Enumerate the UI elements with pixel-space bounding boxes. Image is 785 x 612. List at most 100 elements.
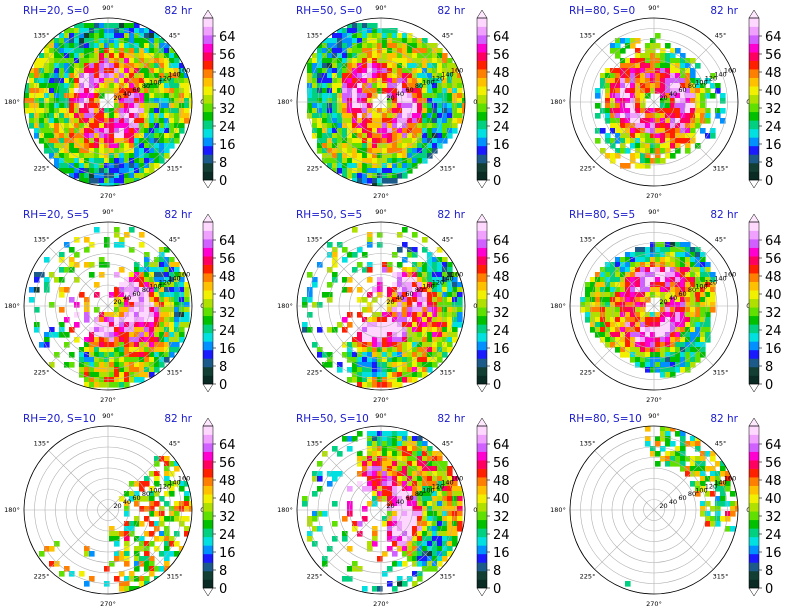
radial-tick-label: 20 <box>113 298 121 306</box>
colorbar-tick-label: 8 <box>493 360 501 375</box>
colorbar-segment <box>203 426 213 435</box>
polar-grid <box>23 17 193 187</box>
radial-tick-label: 100 <box>422 486 434 494</box>
radial-tick-label: 100 <box>695 282 707 290</box>
colorbar-segment <box>203 69 213 78</box>
colorbar-tick-label: 64 <box>219 438 236 453</box>
colorbar-segment <box>477 264 487 274</box>
colorbar-segment <box>749 511 759 521</box>
colorbar-segment <box>203 468 213 478</box>
colorbar: 0 8 16 24 32 40 48 56 64 <box>748 9 782 189</box>
colorbar-extend-max <box>202 213 214 223</box>
colorbar-tick-label: 24 <box>493 120 510 135</box>
angle-tick-label: 135° <box>307 440 323 448</box>
angle-tick-label: 270° <box>100 600 116 608</box>
colorbar-segment <box>749 18 759 27</box>
colorbar-tick-label: 16 <box>219 546 236 561</box>
colorbar-segment <box>203 579 213 589</box>
polar-panel-6: 204060801001201401600°45°90°135°180°225°… <box>550 208 781 404</box>
radial-tick-label: 100 <box>422 78 434 86</box>
colorbar-tick-label: 32 <box>493 510 510 525</box>
colorbar-extend-min <box>202 587 214 597</box>
angle-tick-label: 315° <box>440 165 456 173</box>
angle-tick-label: 270° <box>646 396 662 404</box>
colorbar-extend-max <box>202 9 214 19</box>
colorbar-segment <box>203 60 213 70</box>
colorbar-segment <box>203 324 213 334</box>
angle-tick-label: 225° <box>307 573 323 581</box>
angle-tick-label: 135° <box>307 32 323 40</box>
colorbar-segment <box>749 94 759 104</box>
colorbar-frame <box>202 17 214 181</box>
colorbar-segment <box>477 239 487 248</box>
colorbar-segment <box>477 366 487 376</box>
colorbar-tick-label: 8 <box>219 156 227 171</box>
radial-tick-label: 120 <box>159 482 171 490</box>
colorbar-tick-label: 64 <box>765 30 782 45</box>
colorbar-segment <box>749 137 759 147</box>
panel-title: RH=50, S=10 <box>296 413 369 425</box>
angle-tick-label: 180° <box>4 98 20 106</box>
polar-panel-2: 204060801001201401600°45°90°135°180°225°… <box>277 4 509 200</box>
polar-panel-8: 204060801001201401600°45°90°135°180°225°… <box>277 412 509 608</box>
colorbar-segment <box>749 256 759 265</box>
colorbar-segment <box>477 222 487 231</box>
colorbar-segment <box>203 171 213 181</box>
radial-tick-label: 100 <box>695 78 707 86</box>
colorbar-segment <box>749 528 759 538</box>
colorbar-segment <box>477 332 487 342</box>
colorbar-segment <box>203 162 213 172</box>
colorbar-tick-label: 8 <box>493 564 501 579</box>
colorbar-extend-max <box>202 417 214 427</box>
colorbar-segment <box>749 477 759 486</box>
colorbar-extend-min <box>202 179 214 189</box>
colorbar-tick-label: 32 <box>765 510 782 525</box>
colorbar-segment <box>749 111 759 121</box>
colorbar-segment <box>203 77 213 87</box>
angle-tick-label: 135° <box>307 236 323 244</box>
polar-frame <box>23 17 193 187</box>
angle-tick-label: 90° <box>648 208 660 216</box>
radial-tick-label: 160 <box>724 271 736 279</box>
colorbar-extend-max <box>748 417 760 427</box>
colorbar-tick-label: 48 <box>493 474 510 489</box>
colorbar-segment <box>477 247 487 257</box>
colorbar-segment <box>477 281 487 291</box>
colorbar-tick-label: 48 <box>493 270 510 285</box>
colorbar-tick-label: 40 <box>219 84 236 99</box>
polar-panel-9: 204060801001201401600°45°90°135°180°225°… <box>550 412 781 608</box>
angle-tick-label: 45° <box>715 440 727 448</box>
colorbar-segment <box>477 324 487 334</box>
radial-tick-label: 80 <box>142 490 150 498</box>
colorbar-segment <box>477 375 487 385</box>
colorbar-tick-label: 16 <box>219 342 236 357</box>
colorbar-segment <box>749 562 759 572</box>
radial-tick-label: 100 <box>149 78 161 86</box>
radial-tick-label: 40 <box>396 294 404 302</box>
polar-panel-3: 204060801001201401600°45°90°135°180°225°… <box>550 4 781 200</box>
colorbar-segment <box>203 570 213 580</box>
panel-title: RH=80, S=0 <box>569 5 635 17</box>
radial-tick-label: 60 <box>132 86 140 94</box>
colorbar-segment <box>203 511 213 521</box>
colorbar-tick-label: 48 <box>219 66 236 81</box>
reflectivity-field <box>580 242 716 378</box>
colorbar: 0 8 16 24 32 40 48 56 64 <box>748 213 782 393</box>
colorbar-segment <box>203 553 213 563</box>
colorbar-tick-label: 64 <box>493 438 510 453</box>
radial-tick-label: 80 <box>688 286 696 294</box>
colorbar-segment <box>203 26 213 36</box>
radial-tick-label: 60 <box>132 290 140 298</box>
polar-panel-4: 204060801001201401600°45°90°135°180°225°… <box>4 208 235 404</box>
colorbar-segment <box>203 256 213 265</box>
colorbar-segment <box>203 485 213 495</box>
colorbar-tick-label: 32 <box>219 510 236 525</box>
colorbar-segment <box>749 128 759 138</box>
radial-tick-label: 120 <box>705 74 717 82</box>
colorbar-extend-max <box>476 213 488 223</box>
radial-tick-label: 20 <box>659 298 667 306</box>
colorbar-segment <box>749 162 759 172</box>
colorbar-tick-label: 8 <box>765 156 773 171</box>
